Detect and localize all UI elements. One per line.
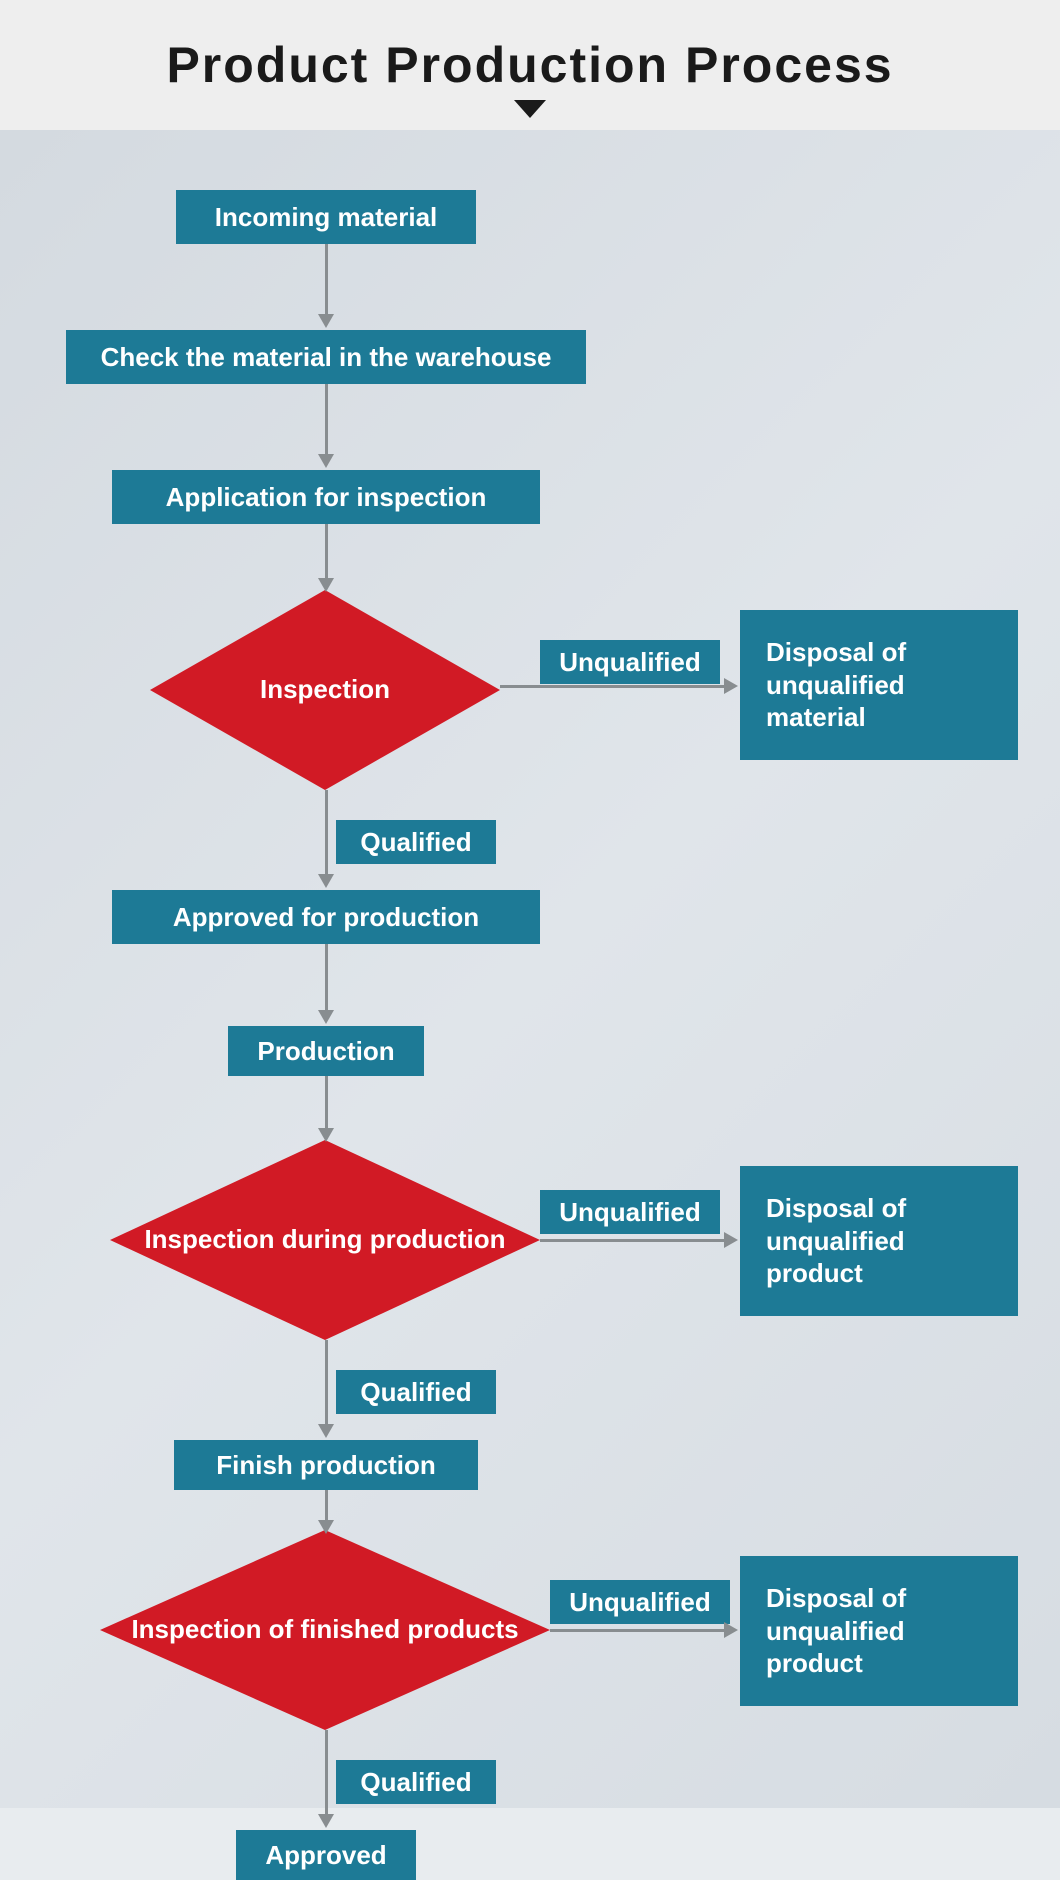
label-unqualified-2: Unqualified (540, 1190, 720, 1234)
arrow-down-icon (318, 1814, 334, 1828)
node-check-warehouse: Check the material in the warehouse (66, 330, 586, 384)
edge-right (540, 1239, 724, 1242)
arrow-right-icon (724, 1622, 738, 1638)
arrow-right-icon (724, 1232, 738, 1248)
label-qualified-3: Qualified (336, 1760, 496, 1804)
arrow-down-icon (318, 1128, 334, 1142)
node-incoming-material: Incoming material (176, 190, 476, 244)
edge-right (550, 1629, 724, 1632)
arrow-down-icon (318, 1520, 334, 1534)
edge-right (500, 685, 724, 688)
edge-down (325, 1490, 328, 1520)
title-header: Product Production Process (0, 0, 1060, 130)
node-production: Production (228, 1026, 424, 1076)
arrow-down-icon (318, 314, 334, 328)
node-disposal-product-2: Disposal of unqualified product (740, 1556, 1018, 1706)
arrow-down-icon (318, 1010, 334, 1024)
arrow-down-icon (318, 578, 334, 592)
flowchart-canvas: Incoming material Check the material in … (0, 130, 1060, 1808)
node-final-approved: Approved (236, 1830, 416, 1880)
node-application-inspection: Application for inspection (112, 470, 540, 524)
label-qualified-2: Qualified (336, 1370, 496, 1414)
arrow-down-icon (318, 454, 334, 468)
node-disposal-material: Disposal of unqualified material (740, 610, 1018, 760)
label-qualified-1: Qualified (336, 820, 496, 864)
edge-down (325, 244, 328, 314)
arrow-right-icon (724, 678, 738, 694)
node-inspection-3: Inspection of finished products (100, 1530, 550, 1730)
edge-down (325, 1340, 328, 1424)
edge-down (325, 944, 328, 1010)
triangle-down-icon (514, 100, 546, 118)
label-unqualified-1: Unqualified (540, 640, 720, 684)
edge-down (325, 384, 328, 454)
arrow-down-icon (318, 1424, 334, 1438)
edge-down (325, 790, 328, 874)
node-finish-production: Finish production (174, 1440, 478, 1490)
page-title: Product Production Process (166, 36, 893, 94)
edge-down (325, 1730, 328, 1814)
node-disposal-product-1: Disposal of unqualified product (740, 1166, 1018, 1316)
node-inspection-1: Inspection (150, 590, 500, 790)
label-unqualified-3: Unqualified (550, 1580, 730, 1624)
node-approved-production: Approved for production (112, 890, 540, 944)
node-inspection-2: Inspection during production (110, 1140, 540, 1340)
arrow-down-icon (318, 874, 334, 888)
edge-down (325, 1076, 328, 1128)
edge-down (325, 524, 328, 578)
